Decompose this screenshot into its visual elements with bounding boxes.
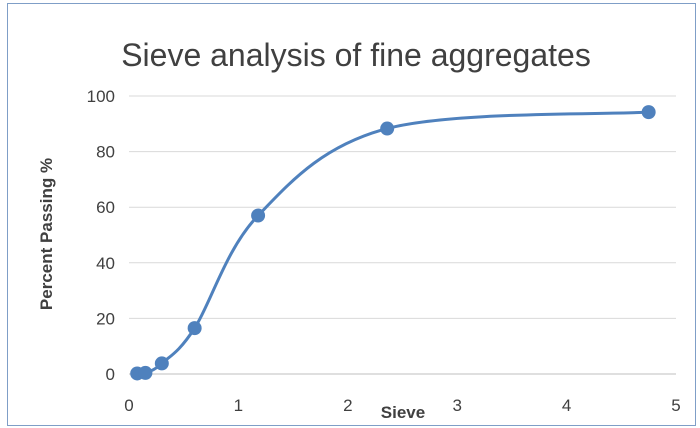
y-tick-label: 100: [87, 87, 115, 106]
gridlines: [129, 95, 676, 375]
data-point: [380, 121, 395, 136]
data-point: [251, 208, 266, 223]
x-tick-label: 0: [124, 396, 133, 415]
y-tick-label: 20: [96, 309, 115, 328]
data-points: [130, 105, 656, 381]
x-tick-label: 5: [671, 396, 680, 415]
y-axis-label: Percent Passing %: [37, 158, 56, 310]
chart-area: [7, 3, 696, 426]
y-tick-label: 80: [96, 143, 115, 162]
data-point: [641, 105, 656, 120]
tick-labels: 0 20 40 60 80 100 0 1 2 3 4 5: [87, 87, 681, 415]
data-point: [138, 365, 153, 380]
x-tick-label: 1: [234, 396, 243, 415]
data-point: [187, 321, 202, 336]
x-axis-label: Sieve: [381, 403, 425, 422]
x-tick-label: 2: [343, 396, 352, 415]
chart-title: Sieve analysis of fine aggregates: [121, 37, 591, 73]
y-tick-label: 0: [106, 365, 115, 384]
x-tick-label: 3: [452, 396, 461, 415]
x-tick-label: 4: [562, 396, 571, 415]
data-point: [154, 356, 169, 371]
y-tick-label: 40: [96, 254, 115, 273]
y-tick-label: 60: [96, 198, 115, 217]
